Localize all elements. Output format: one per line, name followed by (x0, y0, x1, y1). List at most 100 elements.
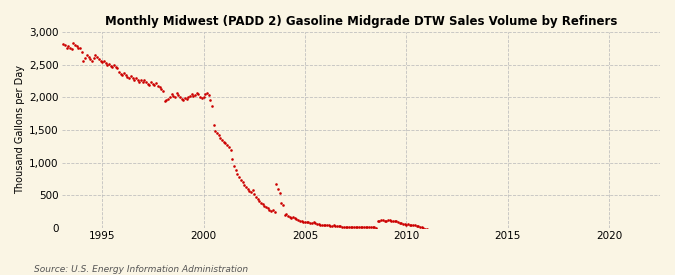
Point (186, 92, 197, 96)
Point (269, 210, 280, 214)
Point (277, 203, 288, 207)
Point (281, 212, 292, 216)
Point (65, 45, 76, 50)
Point (88, 56, 99, 60)
Point (303, 220, 314, 225)
Point (288, 215, 298, 219)
Point (68, 41, 79, 45)
Point (408, 223, 418, 227)
Y-axis label: Thousand Gallons per Day: Thousand Gallons per Day (15, 65, 25, 194)
Point (330, 224, 341, 228)
Point (394, 221, 405, 225)
Point (117, 73, 128, 77)
Point (212, 131, 223, 135)
Point (333, 224, 344, 228)
Point (154, 85, 165, 90)
Point (109, 62, 119, 67)
Point (225, 147, 236, 152)
Point (304, 221, 315, 225)
Point (139, 78, 150, 82)
Point (136, 78, 146, 82)
Point (141, 79, 152, 84)
Point (110, 64, 121, 69)
Point (223, 145, 234, 149)
Point (205, 98, 216, 102)
Point (372, 219, 383, 224)
Point (242, 186, 253, 191)
Point (369, 225, 380, 230)
Point (76, 49, 87, 54)
Point (244, 189, 254, 193)
Point (366, 225, 377, 230)
Point (124, 76, 134, 81)
Point (414, 225, 425, 229)
Point (273, 186, 284, 191)
Point (310, 221, 321, 226)
Point (327, 224, 338, 228)
Point (105, 64, 116, 68)
Point (249, 192, 260, 196)
Point (236, 177, 246, 182)
Point (371, 225, 381, 230)
Point (198, 94, 209, 99)
Point (404, 222, 415, 227)
Point (182, 97, 192, 101)
Point (59, 43, 70, 47)
Point (161, 98, 172, 102)
Point (213, 133, 224, 138)
Point (122, 75, 133, 79)
Point (276, 201, 287, 205)
Point (392, 220, 403, 224)
Point (296, 219, 307, 224)
Point (209, 123, 219, 127)
Point (293, 218, 304, 222)
Point (335, 224, 346, 229)
Point (254, 199, 265, 204)
Point (180, 96, 190, 100)
Point (360, 225, 371, 230)
Point (381, 219, 392, 223)
Point (308, 220, 319, 225)
Point (267, 207, 278, 212)
Point (176, 97, 187, 101)
Text: Source: U.S. Energy Information Administration: Source: U.S. Energy Information Administ… (34, 265, 248, 274)
Point (377, 218, 388, 223)
Point (406, 223, 417, 227)
Point (85, 57, 96, 62)
Point (257, 202, 268, 207)
Point (157, 89, 168, 93)
Point (389, 218, 400, 223)
Point (323, 223, 334, 228)
Point (129, 78, 140, 82)
Point (115, 72, 126, 76)
Title: Monthly Midwest (PADD 2) Gasoline Midgrade DTW Sales Volume by Refiners: Monthly Midwest (PADD 2) Gasoline Midgra… (105, 15, 617, 28)
Point (193, 92, 204, 96)
Point (171, 91, 182, 96)
Point (163, 97, 173, 101)
Point (291, 217, 302, 221)
Point (364, 225, 375, 230)
Point (127, 75, 138, 80)
Point (418, 226, 429, 230)
Point (410, 223, 421, 227)
Point (286, 216, 297, 220)
Point (349, 225, 360, 229)
Point (144, 83, 155, 87)
Point (379, 219, 390, 223)
Point (147, 82, 158, 86)
Point (421, 227, 432, 231)
Point (232, 172, 243, 177)
Point (345, 225, 356, 229)
Point (134, 79, 144, 84)
Point (376, 218, 387, 222)
Point (266, 209, 277, 213)
Point (313, 222, 324, 227)
Point (283, 213, 294, 218)
Point (342, 224, 352, 229)
Point (331, 224, 342, 228)
Point (315, 222, 325, 227)
Point (384, 218, 395, 223)
Point (347, 225, 358, 229)
Point (263, 206, 273, 211)
Point (137, 79, 148, 84)
